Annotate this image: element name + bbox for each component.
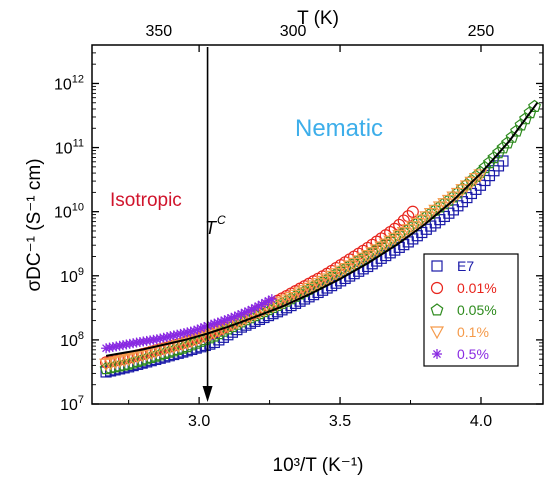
marker-pentagon (149, 349, 163, 362)
tc-arrow-head (202, 386, 213, 402)
legend-label: 0.05% (457, 302, 497, 318)
marker-triangle (429, 326, 445, 340)
x-tick-label: 3.5 (329, 413, 351, 430)
marker-triangle (121, 353, 136, 367)
marker-pentagon (487, 151, 501, 164)
nematic-label: Nematic (295, 115, 383, 142)
marker-pentagon (514, 118, 528, 131)
marker-triangle (112, 355, 127, 369)
legend-label: 0.5% (457, 346, 489, 362)
top-axis-title: T (K) (297, 8, 339, 29)
legend: E7 0.01% 0.05% 0.1% 0.5% (423, 253, 519, 367)
marker-pentagon (113, 359, 127, 372)
marker-pentagon (117, 358, 131, 371)
y-tick-label: 1012 (54, 73, 84, 93)
marker-asterisk (267, 295, 276, 304)
marker-triangle (130, 351, 145, 364)
series-0.5% (101, 294, 277, 354)
marker-pentagon (482, 155, 496, 169)
marker-pentagon (126, 356, 140, 369)
marker-square (431, 260, 443, 272)
y-tick-label: 109 (60, 266, 84, 286)
fit-line (105, 102, 539, 357)
marker-pentagon (501, 136, 514, 149)
marker-pentagon (108, 360, 122, 373)
marker-asterisk (433, 350, 441, 358)
data-points (99, 99, 542, 378)
marker-pentagon (510, 124, 523, 137)
legend-label: E7 (457, 258, 474, 274)
legend-box (423, 253, 519, 367)
top-tick-label: 250 (468, 23, 495, 40)
marker-pentagon (505, 130, 519, 143)
marker-triangle (99, 358, 114, 372)
marker-triangle (103, 357, 118, 371)
tick-labels: 3.0 3.5 4.0 350 300 250 107 108 109 1010 1011 1012 (54, 23, 494, 430)
marker-circle (406, 205, 419, 218)
y-tick-label: 108 (60, 330, 84, 350)
marker-pentagon (496, 141, 510, 154)
marker-pentagon (99, 361, 113, 375)
marker-pentagon (122, 357, 136, 370)
tc-marker: T C (202, 47, 226, 402)
marker-pentagon (492, 146, 505, 159)
top-tick-label: 350 (145, 23, 172, 40)
tc-superscript: C (217, 213, 226, 227)
legend-label: 0.01% (457, 280, 497, 296)
marker-triangle (117, 354, 132, 368)
marker-circle (430, 281, 444, 295)
plot-frame (91, 44, 544, 405)
marker-triangle (108, 356, 123, 370)
marker-pentagon (140, 352, 154, 365)
marker-pentagon (528, 99, 542, 113)
marker-triangle (126, 352, 141, 366)
y-tick-label: 1010 (54, 202, 84, 222)
marker-pentagon (523, 105, 537, 119)
marker-pentagon (131, 354, 145, 367)
y-axis-title: σDC⁻¹ (S⁻¹ cm) (24, 158, 45, 291)
legend-label: 0.1% (457, 324, 489, 340)
y-tick-label: 1011 (55, 138, 84, 158)
marker-pentagon (104, 361, 118, 374)
marker-pentagon (519, 112, 532, 125)
x-tick-label: 3.0 (188, 413, 210, 430)
marker-pentagon (144, 350, 158, 363)
marker-triangle (175, 338, 190, 352)
x-axis-title: 10³/T (K⁻¹) (273, 455, 364, 476)
y-tick-label: 107 (60, 394, 84, 414)
isotropic-label: Isotropic (110, 190, 182, 211)
x-tick-label: 4.0 (470, 413, 492, 430)
top-tick-label: 300 (280, 23, 307, 40)
marker-pentagon (135, 353, 149, 366)
marker-pentagon (430, 303, 444, 316)
